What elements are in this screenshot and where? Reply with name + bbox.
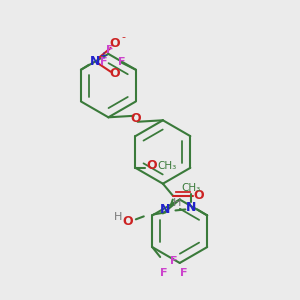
Text: O: O (109, 38, 120, 50)
Text: F: F (118, 57, 126, 67)
Text: F: F (170, 256, 178, 266)
Text: O: O (109, 67, 120, 80)
Text: O: O (123, 215, 133, 228)
Text: N: N (160, 203, 170, 216)
Text: N: N (186, 201, 196, 214)
Text: O: O (146, 159, 157, 172)
Text: CH₃: CH₃ (182, 183, 201, 193)
Text: N: N (90, 55, 100, 68)
Text: F: F (160, 268, 168, 278)
Text: H: H (172, 199, 181, 208)
Text: CH₃: CH₃ (158, 161, 177, 171)
Text: O: O (130, 112, 141, 125)
Text: -: - (122, 32, 125, 42)
Text: F: F (106, 45, 114, 55)
Text: H: H (114, 212, 122, 222)
Text: O: O (193, 189, 204, 202)
Text: F: F (180, 268, 188, 278)
Text: F: F (100, 57, 108, 67)
Text: +: + (99, 51, 107, 61)
